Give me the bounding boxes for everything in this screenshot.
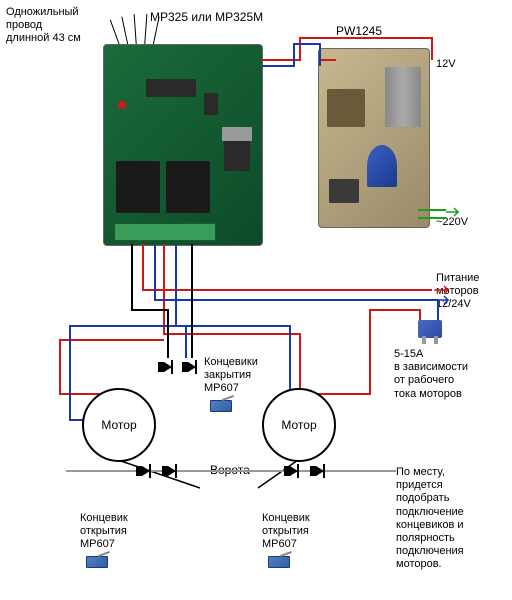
relay — [166, 161, 210, 213]
diode-gate-2 — [162, 462, 182, 480]
chip-ic — [146, 79, 196, 97]
board-psu-label: PW1245 — [336, 24, 382, 38]
relay — [116, 161, 160, 213]
diode-close-left — [158, 358, 178, 376]
component — [329, 179, 359, 203]
gate-line — [66, 470, 396, 472]
antenna-wire — [134, 14, 137, 48]
motor-label: Мотор — [281, 418, 316, 432]
board-main — [103, 44, 263, 246]
diode-close-right — [182, 358, 202, 376]
heatsink — [222, 127, 252, 141]
motor-right: Мотор — [262, 388, 336, 462]
v12-label: 12V — [436, 58, 456, 71]
limit-switch-icon — [210, 400, 238, 416]
limit-switch-icon — [86, 556, 114, 572]
terminal-block — [114, 223, 216, 241]
motor-left: Мотор — [82, 388, 156, 462]
diode-gate-1 — [136, 462, 156, 480]
v220-label: ~220V — [436, 216, 468, 229]
motor-power-label: Питание моторов 12/24V — [436, 272, 479, 312]
board-psu — [318, 48, 430, 228]
wire-note-label: Одножильный провод длинной 43 см — [6, 6, 81, 46]
led — [118, 101, 126, 109]
motor-label: Мотор — [101, 418, 136, 432]
open-switch-right-label: Концевик открытия MP607 — [262, 512, 310, 552]
close-switches-label: Концевики закрытия MP607 — [204, 356, 258, 396]
chip-ic — [204, 93, 218, 115]
diode-gate-4 — [310, 462, 330, 480]
diode-gate-3 — [284, 462, 304, 480]
fuse-rating-label: 5-15А в зависимости от рабочего тока мот… — [394, 348, 468, 401]
capacitor — [367, 145, 397, 187]
voltage-regulator — [224, 141, 250, 171]
placement-note-label: По месту, придется подобрать подключение… — [396, 466, 464, 572]
antenna-wire — [144, 14, 147, 48]
limit-switch-icon — [268, 556, 296, 572]
board-main-label: MP325 или MP325M — [150, 10, 263, 24]
fuse-icon — [418, 320, 450, 344]
heatsink — [385, 67, 421, 127]
open-switch-left-label: Концевик открытия MP607 — [80, 512, 128, 552]
transformer — [327, 89, 365, 127]
